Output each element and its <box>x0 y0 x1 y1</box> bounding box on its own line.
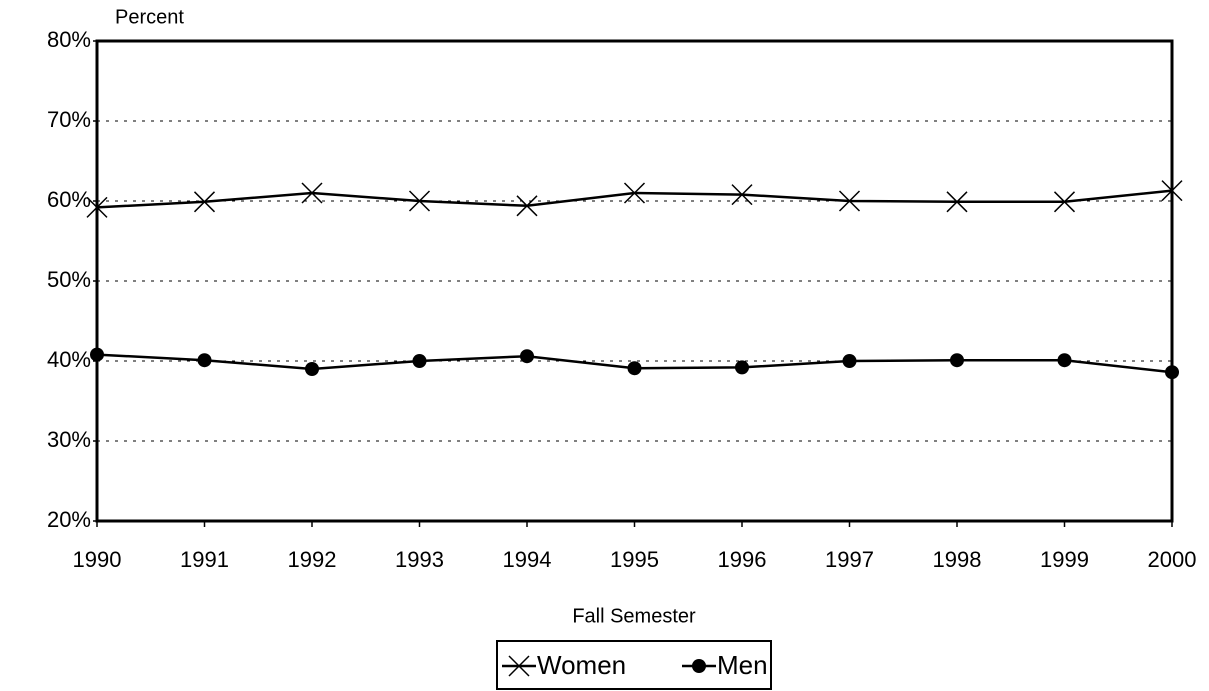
legend-label: Women <box>537 650 626 680</box>
y-tick-label: 50% <box>47 267 91 292</box>
x-tick-label: 1994 <box>503 547 552 572</box>
data-point <box>516 195 538 217</box>
data-point <box>627 361 642 376</box>
y-axis-label: Percent <box>115 6 184 28</box>
y-tick-label: 70% <box>47 107 91 132</box>
data-point <box>520 349 534 364</box>
legend-marker <box>692 659 706 673</box>
y-tick-label: 60% <box>47 187 91 212</box>
plot-frame <box>95 39 1174 523</box>
x-tick-label: 1990 <box>73 547 122 572</box>
x-tick-label: 1999 <box>1040 547 1089 572</box>
x-tick-label: 2000 <box>1148 547 1197 572</box>
data-point <box>90 347 104 362</box>
x-tick-label: 1998 <box>933 547 982 572</box>
y-tick-label: 30% <box>47 427 91 452</box>
data-point <box>408 190 431 212</box>
x-tick-label: 1997 <box>825 547 874 572</box>
data-point <box>1053 191 1076 213</box>
data-point <box>1165 365 1179 380</box>
data-point <box>838 190 861 212</box>
data-point <box>412 354 427 368</box>
x-tick-label: 1996 <box>718 547 767 572</box>
x-tick-label: 1993 <box>395 547 444 572</box>
data-point <box>842 354 857 368</box>
data-point <box>305 362 319 376</box>
x-axis-label: Fall Semester <box>572 605 696 627</box>
x-tick-label: 1995 <box>610 547 659 572</box>
y-tick-label: 80% <box>47 27 91 52</box>
data-point <box>946 191 968 213</box>
data-point <box>193 191 216 213</box>
legend-box <box>496 640 772 690</box>
x-tick-label: 1991 <box>180 547 229 572</box>
data-point <box>623 182 646 204</box>
legend-label: Men <box>717 650 768 680</box>
y-tick-label: 20% <box>47 507 91 532</box>
data-point <box>86 196 108 218</box>
data-point <box>735 360 749 375</box>
data-point <box>950 353 964 368</box>
data-point <box>1057 353 1072 368</box>
data-point <box>731 184 753 206</box>
data-point <box>301 182 323 204</box>
data-point <box>1161 180 1183 202</box>
x-tick-label: 1992 <box>288 547 337 572</box>
data-point <box>197 353 212 368</box>
y-tick-label: 40% <box>47 347 91 372</box>
legend-marker <box>508 655 530 677</box>
